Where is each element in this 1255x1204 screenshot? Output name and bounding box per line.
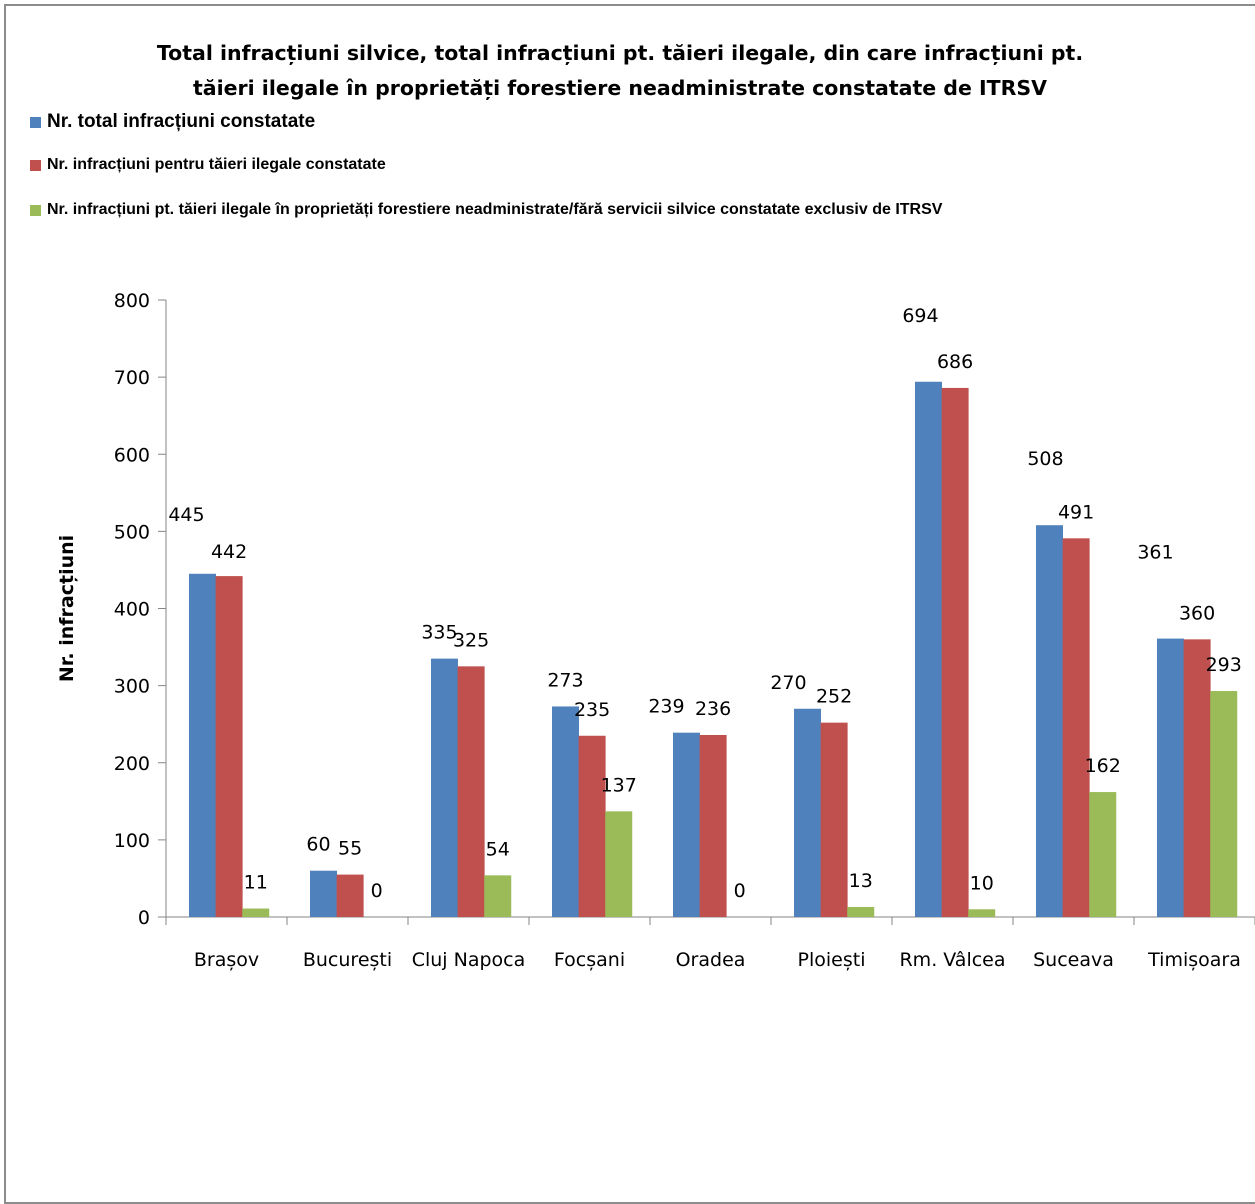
- bar-3: [1210, 691, 1238, 917]
- x-tick-label: Suceava: [1033, 949, 1114, 971]
- data-label: 0: [371, 880, 383, 902]
- data-label: 54: [486, 838, 510, 860]
- data-label: 0: [734, 880, 746, 902]
- bar-3: [968, 909, 996, 917]
- y-tick-label: 800: [114, 290, 150, 312]
- bar-1: [430, 658, 458, 917]
- bar-3: [242, 908, 270, 917]
- bar-2: [699, 734, 727, 917]
- data-label: 162: [1085, 755, 1121, 777]
- x-tick-label: Timișoara: [1147, 949, 1241, 971]
- legend-label-total: Nr. total infracțiuni constatate: [47, 111, 316, 132]
- x-tick-label: Rm. Vâlcea: [899, 949, 1005, 971]
- legend-item-unmanaged-forests: Nr. infracțiuni pt. tăieri ilegale în pr…: [30, 200, 942, 220]
- data-label: 55: [338, 838, 362, 860]
- bar-3: [847, 906, 875, 917]
- data-label: 273: [547, 669, 583, 691]
- data-label: 236: [695, 698, 731, 720]
- data-label: 137: [601, 774, 637, 796]
- chart-title: Total infracțiuni silvice, total infracț…: [100, 36, 1140, 106]
- x-tick-label: Ploiești: [798, 949, 866, 971]
- y-tick-label: 0: [138, 907, 150, 929]
- bar-2: [1062, 538, 1090, 917]
- data-label: 360: [1179, 602, 1215, 624]
- data-label: 252: [816, 686, 852, 708]
- legend-item-total: Nr. total infracțiuni constatate: [30, 111, 316, 132]
- data-label: 442: [211, 541, 247, 563]
- data-label: 445: [168, 504, 204, 526]
- bar-3: [484, 875, 512, 917]
- y-tick-label: 600: [114, 444, 150, 466]
- data-label: 335: [421, 622, 457, 644]
- x-tick-label: Oradea: [676, 949, 746, 971]
- y-tick-label: 200: [114, 753, 150, 775]
- data-label: 325: [453, 629, 489, 651]
- legend-swatch-total: [30, 116, 41, 128]
- bar-3: [1089, 792, 1117, 917]
- bar-1: [1035, 525, 1063, 917]
- y-tick-label: 700: [114, 367, 150, 389]
- data-label: 13: [849, 870, 873, 892]
- data-label: 235: [574, 699, 610, 721]
- data-label: 491: [1058, 501, 1094, 523]
- y-tick-label: 500: [114, 521, 150, 543]
- bar-1: [914, 381, 942, 917]
- data-label: 361: [1137, 542, 1173, 564]
- legend-swatch-illegal-cutting: [30, 159, 41, 171]
- x-tick-label: Focșani: [554, 949, 625, 971]
- data-label: 10: [970, 872, 994, 894]
- data-label: 60: [306, 834, 330, 856]
- chart-title-line-2: tăieri ilegale în proprietăți forestiere…: [192, 76, 1048, 100]
- bar-2: [457, 666, 485, 917]
- y-tick-label: 400: [114, 599, 150, 621]
- legend-label-unmanaged-forests: Nr. infracțiuni pt. tăieri ilegale în pr…: [47, 201, 943, 218]
- bar-1: [793, 708, 821, 917]
- bar-2: [215, 576, 243, 917]
- x-tick-label: București: [303, 949, 392, 971]
- y-tick-label: 300: [114, 676, 150, 698]
- legend-item-illegal-cutting: Nr. infracțiuni pentru tăieri ilegale co…: [30, 155, 386, 175]
- data-label: 508: [1027, 448, 1063, 470]
- bar-2: [336, 874, 364, 917]
- bar-1: [188, 573, 216, 917]
- bar-3: [605, 811, 633, 917]
- x-tick-label: Brașov: [194, 949, 259, 971]
- chart-title-line-1: Total infracțiuni silvice, total infracț…: [156, 41, 1084, 65]
- bar-2: [1183, 639, 1211, 917]
- bar-1: [309, 870, 337, 917]
- bar-2: [941, 387, 969, 917]
- bar-2: [578, 735, 606, 917]
- data-label: 293: [1206, 654, 1242, 676]
- data-label: 686: [937, 351, 973, 373]
- bar-1: [1156, 638, 1184, 917]
- data-label: 239: [648, 696, 684, 718]
- legend-swatch-unmanaged-forests: [30, 204, 41, 216]
- bar-2: [820, 722, 848, 917]
- data-label: 11: [244, 872, 268, 894]
- data-label: 270: [770, 672, 806, 694]
- legend-label-illegal-cutting: Nr. infracțiuni pentru tăieri ilegale co…: [47, 156, 386, 173]
- y-tick-label: 100: [114, 830, 150, 852]
- y-axis-title: Nr. infracțiuni: [56, 535, 78, 682]
- bar-1: [672, 732, 700, 917]
- bar-1: [551, 706, 579, 917]
- x-tick-label: Cluj Napoca: [412, 949, 526, 971]
- data-label: 694: [902, 305, 938, 327]
